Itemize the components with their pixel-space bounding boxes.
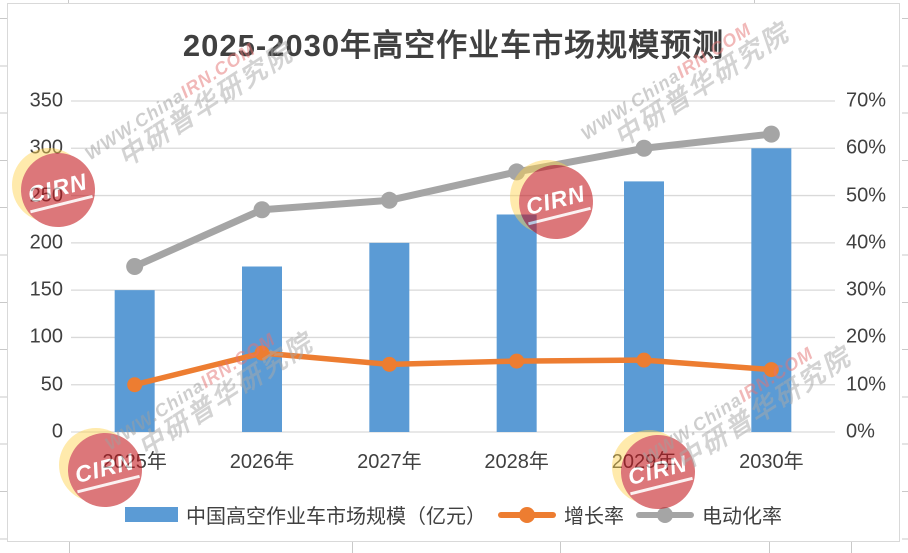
x-axis-label: 2030年 — [739, 451, 804, 473]
right-axis-tick: 30% — [846, 278, 887, 301]
sheet-gridline-bottom — [851, 542, 852, 553]
right-axis-tick: 70% — [846, 89, 887, 112]
sheet-gridline-top — [68, 0, 69, 3]
legend-label: 电动化率 — [702, 506, 782, 528]
left-axis-tick: 200 — [29, 231, 63, 254]
legend-item-market-size: 中国高空作业车市场规模（亿元） — [125, 500, 486, 529]
sheet-gridline-bottom — [69, 542, 70, 553]
line-增长率 — [131, 350, 775, 388]
point-电动化率-2028年 — [508, 163, 526, 181]
right-axis-tick: 0% — [846, 420, 875, 443]
point-电动化率-2029年 — [635, 139, 653, 157]
x-axis-label: 2028年 — [484, 451, 549, 473]
point-增长率-2028年 — [509, 353, 525, 369]
legend-dot-icon — [519, 506, 535, 523]
left-axis-tick: 350 — [29, 89, 63, 112]
line-电动化率 — [131, 130, 775, 270]
right-axis-tick: 50% — [846, 184, 887, 207]
right-axis-tick: 10% — [846, 373, 887, 396]
legend-line-marker-icon — [636, 506, 694, 523]
sheet-gridline-bottom — [352, 542, 353, 553]
point-增长率-2026年 — [254, 345, 270, 361]
point-电动化率-2025年 — [126, 258, 144, 275]
left-axis-tick: 100 — [29, 325, 63, 348]
point-电动化率-2030年 — [762, 125, 780, 143]
point-增长率-2027年 — [381, 356, 397, 372]
legend-bar-swatch — [125, 507, 178, 522]
right-axis-tick: 60% — [846, 136, 887, 159]
sheet-gridline-top — [754, 0, 755, 3]
right-axis-tick: 20% — [846, 325, 887, 348]
sheet-gridlines-right — [902, 18, 908, 553]
chart-frame: 2025-2030年高空作业车市场规模预测 0 50 100 150 200 250 300… — [7, 3, 900, 542]
point-增长率-2030年 — [763, 362, 779, 378]
bar-2027年 — [369, 242, 410, 432]
bar-2028年 — [496, 214, 537, 432]
legend: 中国高空作业车市场规模（亿元） 增长率 电动化率 — [8, 500, 899, 529]
sheet-gridlines-left — [0, 18, 7, 553]
left-axis-tick: 0 — [51, 420, 63, 443]
bar-2030年 — [751, 148, 792, 433]
legend-label: 中国高空作业车市场规模（亿元） — [186, 506, 486, 528]
legend-label: 增长率 — [564, 506, 624, 528]
point-电动化率-2027年 — [380, 191, 398, 209]
sheet-gridline-bottom — [560, 542, 561, 553]
plot-area — [71, 100, 835, 433]
point-电动化率-2026年 — [253, 201, 271, 219]
legend-dot-icon — [657, 506, 673, 523]
chart-title: 2025-2030年高空作业车市场规模预测 — [182, 28, 725, 63]
left-axis-tick: 150 — [29, 278, 63, 301]
right-axis-tick: 40% — [846, 231, 887, 254]
legend-item-growth-rate: 增长率 — [498, 500, 624, 529]
left-axis-tick: 50 — [40, 373, 63, 396]
bar-2025年 — [114, 290, 155, 432]
legend-item-electrification-rate: 电动化率 — [636, 500, 782, 529]
point-增长率-2029年 — [636, 352, 652, 368]
bar-2029年 — [624, 181, 664, 432]
x-axis-label: 2026年 — [229, 451, 295, 473]
x-axis-label: 2027年 — [357, 451, 422, 473]
legend-line-marker-icon — [498, 506, 556, 523]
point-增长率-2025年 — [127, 377, 143, 393]
sheet-gridline-bottom — [769, 542, 770, 553]
